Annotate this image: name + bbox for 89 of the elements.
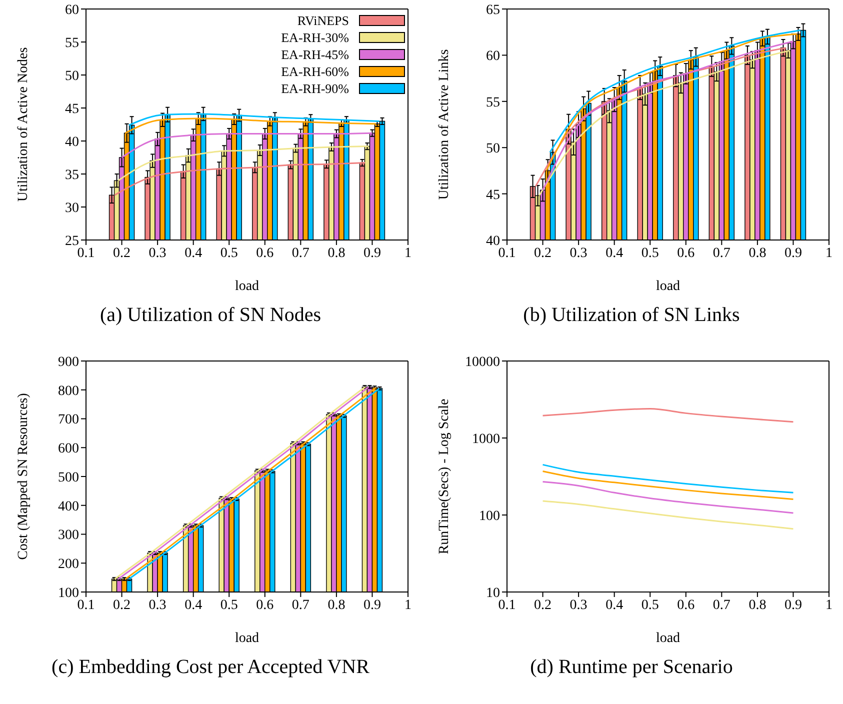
x-tick-label: 0.7	[712, 598, 730, 613]
legend-label: EA-RH-30%	[281, 29, 349, 46]
legend-label: EA-RH-90%	[281, 80, 349, 97]
x-axis-title: load	[656, 279, 680, 294]
y-axis-title: Utilization of Active Nodes	[16, 47, 31, 202]
y-tick-label: 35	[65, 168, 79, 183]
y-tick-label: 300	[58, 528, 79, 544]
x-tick-label: 1	[404, 246, 412, 261]
x-tick-label: 1	[404, 598, 412, 613]
line-series	[542, 500, 794, 530]
x-tick-label: 1	[826, 246, 832, 261]
x-axis-title: load	[656, 631, 680, 646]
x-tick-label: 0.5	[220, 246, 238, 261]
x-tick-label: 0.5	[641, 598, 659, 613]
y-tick-label: 200	[58, 557, 79, 572]
text: (c) Embedding Cost per Accepted VNR	[50, 656, 370, 679]
x-tick-label: 0.3	[570, 246, 588, 261]
y-tick-label: 500	[58, 470, 79, 486]
y-tick-label: 900	[58, 354, 79, 370]
x-tick-label: 0.7	[292, 598, 310, 613]
y-tick-label: 1000	[472, 432, 500, 447]
legend-label: EA-RH-45%	[281, 46, 349, 63]
y-axis-title: Utilization of Active Links	[436, 49, 452, 200]
y-tick-label: 800	[58, 384, 79, 399]
y-tick-label: 400	[58, 499, 79, 514]
y-tick-label: 55	[65, 36, 79, 51]
legend-label: RViNEPS	[297, 12, 349, 29]
x-tick-label: 0.1	[77, 246, 95, 261]
x-tick-label: 0.1	[498, 246, 516, 261]
x-tick-label: 0.8	[748, 598, 766, 613]
x-tick-label: 0.8	[328, 246, 346, 261]
x-tick-label: 0.2	[113, 246, 131, 261]
x-axis-title: load	[234, 279, 260, 294]
x-tick-label: 0.9	[784, 246, 802, 261]
x-tick-label: 0.5	[641, 246, 659, 261]
x-tick-label: 0.6	[256, 598, 274, 613]
y-tick-label: 50	[486, 142, 500, 157]
y-tick-label: 60	[486, 49, 500, 64]
line-series	[542, 470, 794, 500]
x-tick-label: 0.4	[606, 598, 624, 613]
x-tick-label: 0.4	[184, 246, 202, 261]
x-tick-label: 0.9	[363, 246, 381, 261]
y-tick-label: 100	[479, 508, 500, 524]
x-tick-label: 0.6	[256, 246, 274, 261]
text: (b) Utilization of SN Links	[522, 304, 741, 327]
x-tick-label: 0.9	[784, 598, 802, 613]
y-tick-label: 55	[486, 95, 500, 110]
x-tick-label: 0.7	[292, 246, 310, 261]
y-tick-label: 600	[58, 442, 79, 457]
x-axis-title: load	[234, 631, 260, 646]
y-tick-label: 50	[65, 68, 79, 84]
x-tick-label: 0.1	[498, 598, 516, 613]
line-series	[542, 464, 794, 494]
x-tick-label: 0.2	[534, 598, 552, 613]
x-tick-label: 0.4	[184, 598, 202, 613]
x-tick-label: 0.8	[328, 598, 346, 613]
y-tick-label: 700	[58, 412, 79, 428]
y-tick-label: 60	[65, 2, 79, 18]
y-tick-label: 30	[65, 200, 79, 216]
text: (a) Utilization of SN Nodes	[98, 304, 322, 327]
x-tick-label: 0.4	[606, 246, 624, 261]
y-tick-label: 10	[486, 586, 500, 601]
y-axis-title: RunTime(Secs) - Log Scale	[436, 398, 452, 554]
y-tick-label: 45	[486, 188, 500, 203]
y-tick-label: 25	[65, 234, 79, 249]
line-series	[542, 481, 794, 514]
x-tick-label: 0.9	[363, 598, 381, 613]
x-tick-label: 0.1	[77, 598, 95, 613]
x-tick-label: 0.3	[570, 598, 588, 613]
x-tick-label: 0.3	[148, 598, 166, 613]
y-tick-label: 100	[58, 586, 79, 601]
x-tick-label: 0.7	[712, 246, 730, 261]
x-tick-label: 1	[826, 598, 832, 613]
y-tick-label: 45	[65, 102, 79, 117]
x-tick-label: 0.3	[148, 246, 166, 261]
line-series	[542, 408, 794, 423]
x-tick-label: 0.8	[748, 246, 766, 261]
x-tick-label: 0.5	[220, 598, 238, 613]
y-tick-label: 65	[486, 2, 500, 18]
x-tick-label: 0.6	[677, 598, 695, 613]
y-axis-title: Cost (Mapped SN Resources)	[16, 392, 31, 560]
legend-label: EA-RH-60%	[281, 63, 349, 80]
y-tick-label: 40	[486, 234, 500, 249]
x-tick-label: 0.2	[534, 246, 552, 261]
x-tick-label: 0.6	[677, 246, 695, 261]
x-tick-label: 0.2	[113, 598, 131, 613]
y-tick-label: 10000	[465, 354, 500, 370]
text: (d) Runtime per Scenario	[529, 656, 734, 679]
y-tick-label: 40	[65, 134, 79, 150]
